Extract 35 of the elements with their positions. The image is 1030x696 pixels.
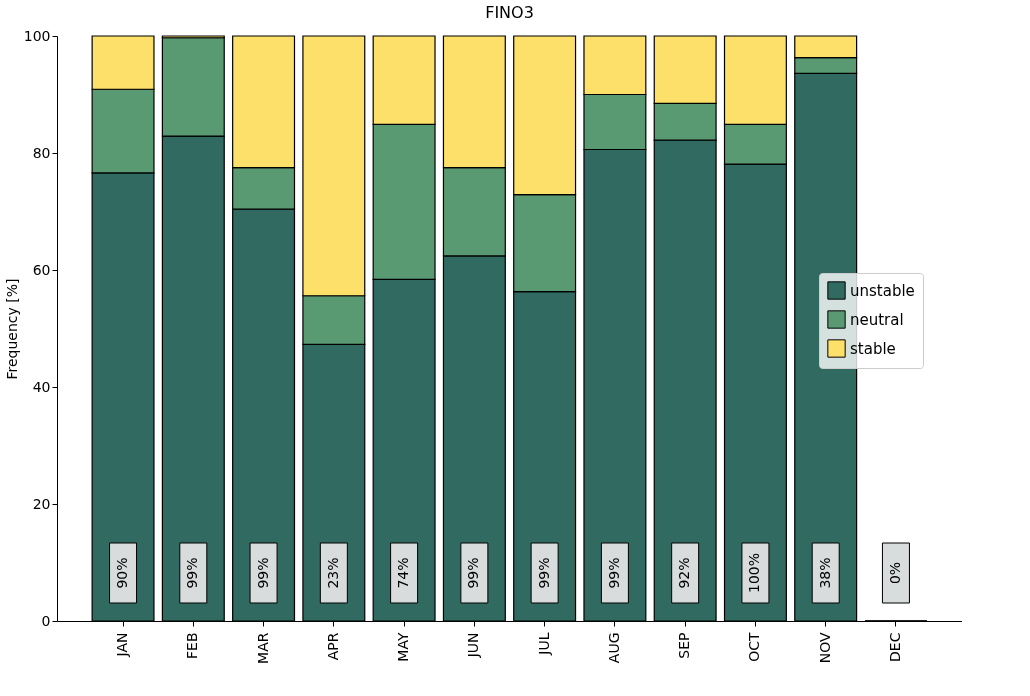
annotation: 99% — [465, 557, 482, 589]
x-tick-label: SEP — [676, 632, 693, 659]
annotation: 99% — [535, 557, 552, 589]
x-tick-label: JUN — [465, 632, 482, 659]
y-tick-label: 80 — [32, 144, 51, 161]
x-tick-label: FEB — [184, 632, 201, 660]
x-tick-label: MAR — [254, 632, 271, 664]
y-tick-label: 100 — [23, 27, 51, 44]
chart-title: FINO3 — [485, 3, 534, 22]
annotation: 74% — [395, 557, 412, 589]
x-tick-label: OCT — [746, 632, 763, 662]
x-tick-label: JAN — [114, 632, 131, 658]
annotation: 23% — [324, 557, 341, 589]
x-tick-label: DEC — [886, 632, 903, 662]
annotation: 99% — [184, 557, 201, 589]
legend-label: neutral — [850, 310, 904, 329]
x-tick-label: MAY — [395, 632, 412, 662]
legend-label: unstable — [850, 281, 915, 300]
x-tick-label: NOV — [816, 632, 833, 664]
y-tick-label: 60 — [32, 261, 51, 278]
annotation: 90% — [114, 557, 131, 589]
y-tick-label: 20 — [32, 495, 51, 512]
annotation: 38% — [816, 557, 833, 589]
annotation: 0% — [886, 561, 903, 585]
annotation: 100% — [746, 552, 763, 594]
annotation: 92% — [676, 557, 693, 589]
x-tick-label: AUG — [605, 632, 622, 664]
y-axis-title: Frequency [%] — [3, 278, 20, 380]
y-tick-label: 0 — [41, 612, 51, 629]
annotation: 99% — [605, 557, 622, 589]
x-tick-label: APR — [324, 632, 341, 661]
legend-label: stable — [850, 339, 896, 358]
y-tick-label: 40 — [32, 378, 51, 395]
annotation: 99% — [254, 557, 271, 589]
x-tick-label: JUL — [535, 632, 552, 656]
